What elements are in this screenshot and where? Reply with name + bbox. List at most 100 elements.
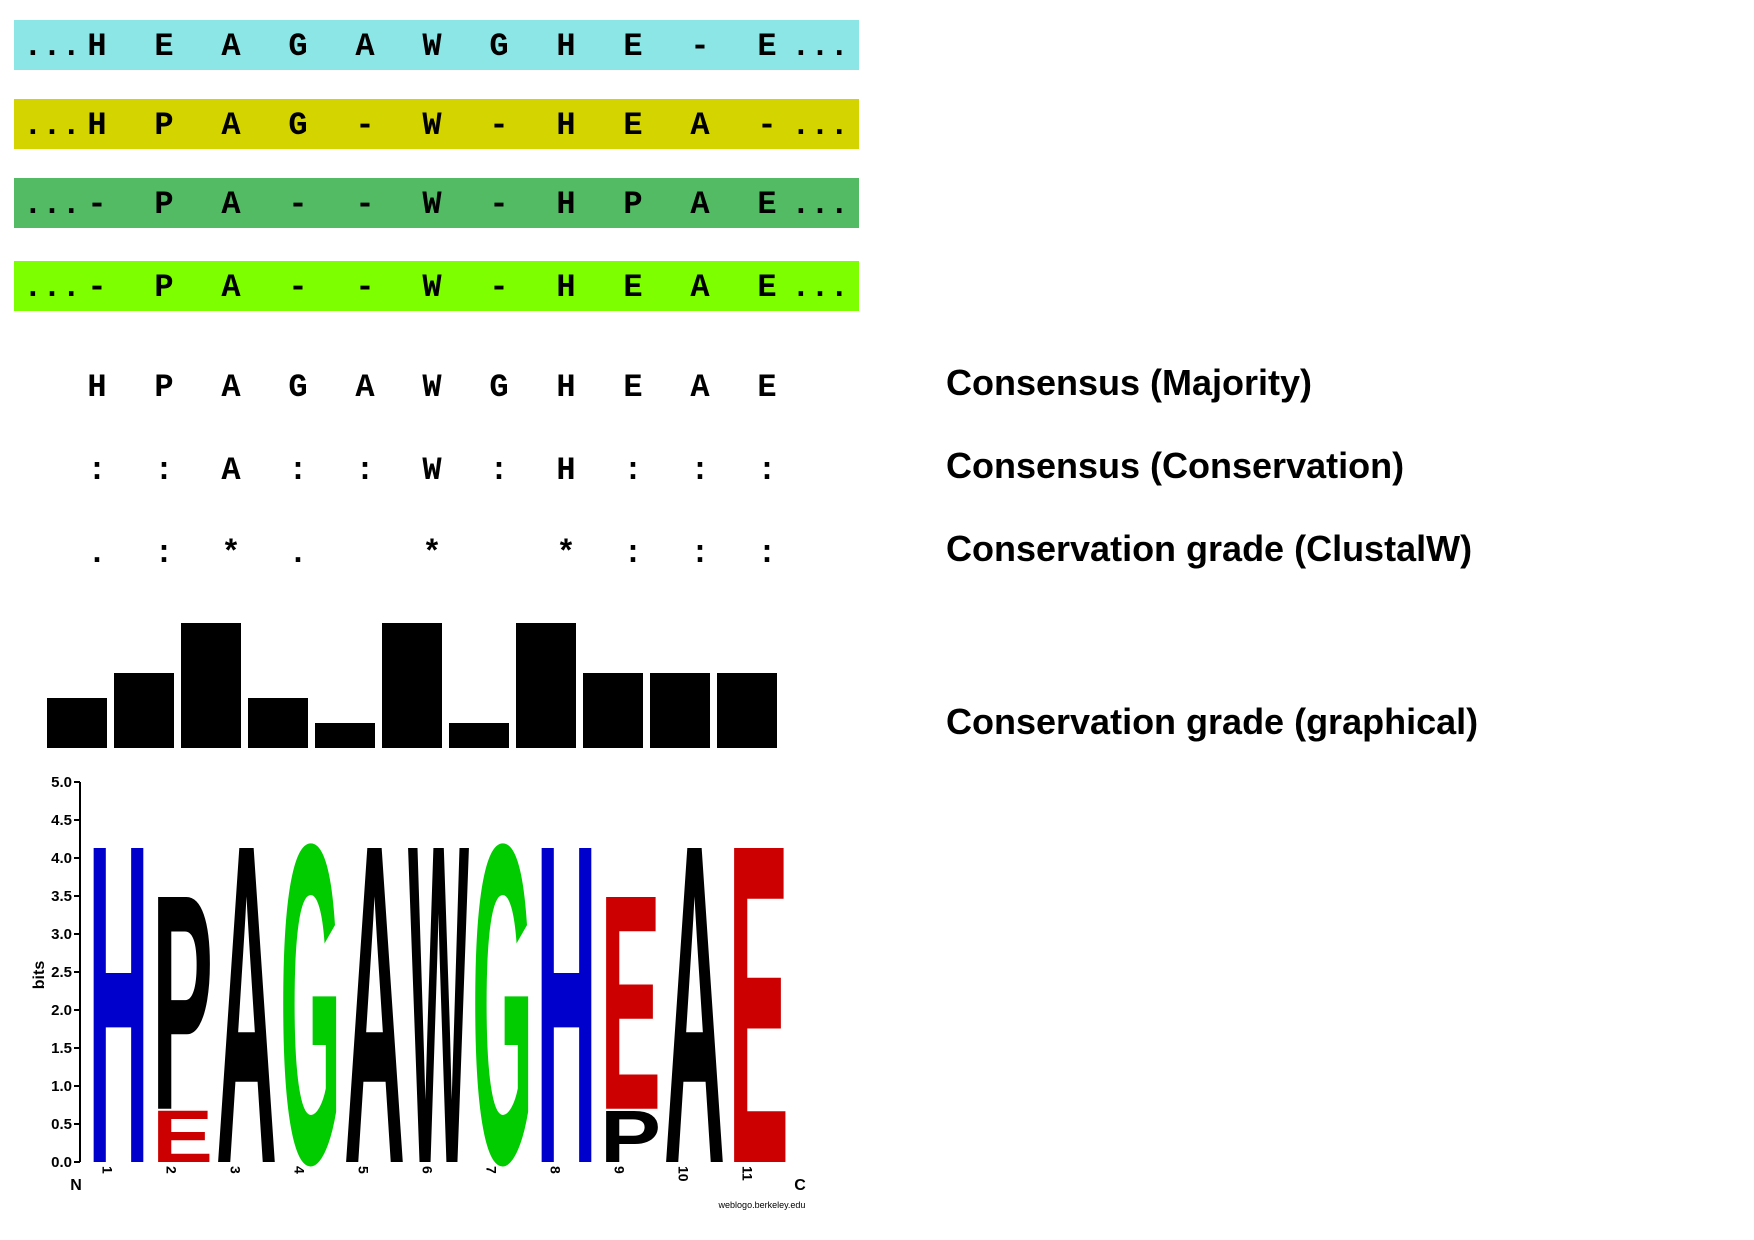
consensus-majority-cell: E	[757, 369, 777, 406]
sequence-residue: -	[87, 186, 107, 223]
logo-letter: E	[600, 831, 661, 1175]
sequence-residue: P	[154, 107, 174, 144]
sequence-suffix: ...	[791, 269, 849, 306]
sequence-row: H E A G A W G H E - E......	[14, 20, 859, 70]
sequence-residue: -	[288, 186, 308, 223]
logo-letter: W	[408, 750, 470, 1240]
logo-y-tick-label: 5.0	[51, 774, 72, 791]
logo-y-tick-label: 2.0	[51, 1002, 72, 1019]
logo-y-tick-label: 2.5	[51, 964, 72, 981]
logo-y-tick-label: 3.5	[51, 888, 72, 905]
clustalw-grade-cell: *	[221, 535, 241, 572]
conservation-bar	[449, 723, 509, 748]
sequence-residue: E	[623, 269, 643, 306]
logo-y-tick-label: 4.5	[51, 812, 72, 829]
sequence-residue: H	[87, 107, 107, 144]
consensus-majority-cell: G	[489, 369, 509, 406]
consensus-majority-cell: E	[623, 369, 643, 406]
logo-y-tick-label: 1.0	[51, 1078, 72, 1095]
logo-letter: P	[600, 1095, 661, 1178]
consensus-majority-cell: W	[422, 369, 442, 406]
logo-letter: A	[216, 749, 277, 1240]
sequence-residue: -	[87, 269, 107, 306]
sequence-residue: -	[690, 28, 710, 65]
logo-n-label: N	[70, 1177, 82, 1194]
sequence-residue: A	[690, 269, 710, 306]
sequence-residue: -	[355, 186, 375, 223]
consensus-conservation-cell: A	[221, 452, 241, 489]
sequence-residue: E	[757, 269, 777, 306]
consensus-conservation-cell: :	[690, 452, 710, 489]
sequence-residue: W	[422, 107, 442, 144]
logo-x-tick-label: 7	[484, 1166, 500, 1174]
consensus-conservation-cell: H	[556, 452, 576, 489]
sequence-residue: G	[288, 107, 308, 144]
label-clustalw-grade: Conservation grade (ClustalW)	[946, 528, 1473, 569]
sequence-suffix: ...	[791, 107, 849, 144]
sequence-residue: G	[288, 28, 308, 65]
sequence-residue: P	[623, 186, 643, 223]
clustalw-grade-cell: .	[87, 535, 107, 572]
sequence-residue: -	[355, 107, 375, 144]
logo-ylabel: bits	[31, 961, 48, 990]
sequence-residue: G	[489, 28, 509, 65]
sequence-residue: W	[422, 186, 442, 223]
consensus-majority-cell: A	[690, 369, 710, 406]
sequence-residue: E	[623, 28, 643, 65]
logo-x-axis-labels: 1 2 3 4 5 6 7 8 9 10 11	[100, 1166, 756, 1182]
logo-y-tick-label: 0.5	[51, 1116, 72, 1133]
sequence-residue: H	[556, 107, 576, 144]
consensus-majority-cell: H	[556, 369, 576, 406]
logo-credit: weblogo.berkeley.edu	[718, 1200, 806, 1210]
consensus-conservation-cell: :	[489, 452, 509, 489]
consensus-majority-cell: G	[288, 369, 308, 406]
consensus-conservation-cell: :	[154, 452, 174, 489]
logo-y-tick-label: 3.0	[51, 926, 72, 943]
conservation-bar	[114, 673, 174, 748]
logo-letter: G	[280, 751, 341, 1240]
consensus-conservation-cell: :	[87, 452, 107, 489]
logo-x-tick-label: 6	[420, 1166, 436, 1174]
sequence-row: H P A G - W - H E A -......	[14, 99, 859, 149]
sequence-residue: H	[556, 186, 576, 223]
clustalw-grade-cell: *	[422, 535, 442, 572]
consensus-majority-cell: H	[87, 369, 107, 406]
conservation-bar	[650, 673, 710, 748]
sequence-residue: -	[288, 269, 308, 306]
sequence-residue: P	[154, 186, 174, 223]
logo-c-label: C	[794, 1177, 806, 1194]
clustalw-grade-cell: :	[690, 535, 710, 572]
sequence-residue: A	[690, 186, 710, 223]
logo-letter: A	[664, 749, 725, 1240]
clustalw-grade-cell: :	[154, 535, 174, 572]
consensus-conservation-cell: :	[757, 452, 777, 489]
logo-x-tick-label: 3	[228, 1166, 244, 1174]
sequence-prefix: ...	[23, 186, 81, 223]
consensus-majority-cell: A	[221, 369, 241, 406]
sequence-residue: H	[556, 28, 576, 65]
sequence-residue: -	[489, 107, 509, 144]
sequence-residue: -	[355, 269, 375, 306]
logo-x-tick-label: 4	[292, 1166, 308, 1174]
label-consensus-majority: Consensus (Majority)	[946, 362, 1313, 403]
sequence-row: - P A - - W - H P A E......	[14, 178, 859, 228]
label-consensus-conservation: Consensus (Conservation)	[946, 445, 1405, 486]
sequence-residue: W	[422, 28, 442, 65]
sequence-residue: A	[221, 28, 241, 65]
conservation-bar	[315, 723, 375, 748]
logo-letter: E	[152, 1095, 213, 1178]
logo-letter: E	[728, 749, 789, 1240]
logo-y-axis: 0.0 0.5 1.0 1.5 2.0 2.5 3.0 3.5 4.0 4.5 5.0	[51, 774, 81, 1171]
sequence-residue: H	[556, 269, 576, 306]
clustalw-grade-cell: :	[757, 535, 777, 572]
consensus-conservation-cell: W	[422, 452, 442, 489]
logo-y-tick-label: 4.0	[51, 850, 72, 867]
sequence-residue: E	[623, 107, 643, 144]
sequence-logo: 0.00.51.01.52.02.53.03.54.04.55.0 H EP A G A…	[31, 749, 806, 1240]
sequence-suffix: ...	[791, 28, 849, 65]
logo-y-tick-label: 0.0	[51, 1154, 72, 1171]
logo-letter: H	[88, 749, 149, 1240]
logo-letter: H	[536, 749, 597, 1240]
sequence-residue: A	[221, 269, 241, 306]
clustalw-grade-cell: .	[288, 535, 308, 572]
